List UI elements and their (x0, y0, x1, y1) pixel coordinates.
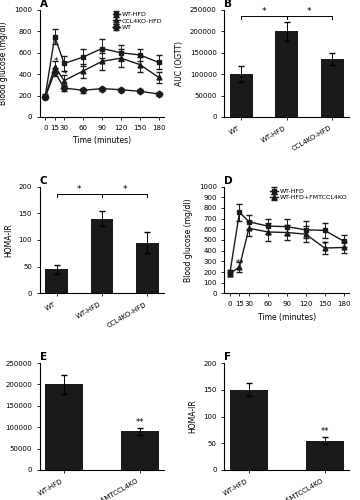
Text: *: * (54, 57, 58, 66)
Legend: WT-HFD, CCL4KO-HFD, WT: WT-HFD, CCL4KO-HFD, WT (112, 11, 163, 30)
Bar (45, 270, 68, 293)
Text: B: B (224, 0, 232, 9)
Bar (230, 74, 253, 117)
Text: **: ** (136, 418, 144, 427)
Text: *: * (307, 6, 312, 16)
Text: *: * (262, 6, 266, 16)
Bar (321, 59, 343, 117)
Text: C: C (40, 176, 47, 186)
Text: *: * (323, 240, 327, 250)
Legend: WT-HFD, WT-HFD+FMTCCL4KO: WT-HFD, WT-HFD+FMTCCL4KO (270, 188, 348, 200)
Y-axis label: Blood glucose (mg/dl): Blood glucose (mg/dl) (0, 22, 8, 105)
X-axis label: Time (minutes): Time (minutes) (258, 312, 316, 322)
Text: **: ** (235, 259, 244, 268)
Bar (275, 32, 298, 117)
Text: E: E (40, 352, 47, 362)
Text: A: A (40, 0, 48, 9)
Text: *: * (77, 185, 82, 194)
Text: D: D (224, 176, 233, 186)
Y-axis label: HOMA-IR: HOMA-IR (4, 223, 13, 257)
X-axis label: Time (minutes): Time (minutes) (73, 136, 131, 145)
Text: **: ** (320, 427, 329, 436)
Text: *: * (63, 70, 68, 79)
Y-axis label: Blood glucose (mg/dl): Blood glucose (mg/dl) (184, 198, 193, 282)
Bar (45, 384, 83, 470)
Bar (306, 440, 343, 470)
Bar (121, 432, 159, 470)
Bar (136, 242, 159, 294)
Bar (91, 218, 113, 294)
Text: *: * (122, 185, 127, 194)
Bar (230, 390, 268, 470)
Y-axis label: HOMA-IR: HOMA-IR (189, 400, 198, 434)
Text: F: F (224, 352, 231, 362)
Y-axis label: AUC (OGTT): AUC (OGTT) (175, 41, 184, 86)
